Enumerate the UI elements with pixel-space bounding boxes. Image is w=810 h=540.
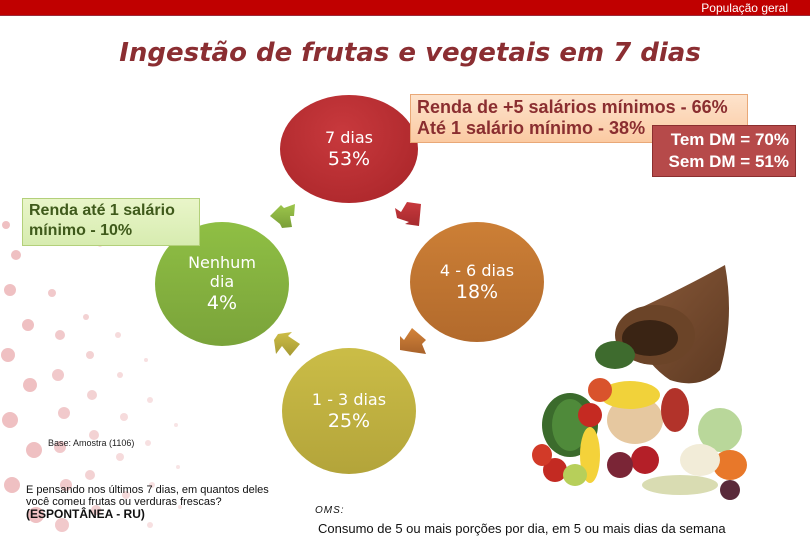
bubble-one-three-days: 1 - 3 dias 25% <box>282 348 416 474</box>
question-type: (ESPONTÂNEA - RU) <box>26 507 145 521</box>
cornucopia-image <box>532 265 747 500</box>
base-note: Base: Amostra (1106) <box>48 438 135 448</box>
oms-label: OMS: <box>315 505 345 516</box>
diabetes-callout: Tem DM = 70% Sem DM = 51% <box>652 125 796 177</box>
bubble-four-six-days: 4 - 6 dias 18% <box>410 222 544 342</box>
low-income-text-line1: Renda até 1 salário <box>29 202 175 219</box>
arrow-up-right-icon <box>270 204 295 228</box>
bubble-label: 1 - 3 dias <box>311 389 387 409</box>
top-bar: População geral <box>0 0 810 16</box>
page-title: Ingestão de frutas e vegetais em 7 dias <box>119 38 701 68</box>
income-low-text: Até 1 salário mínimo - 38% <box>417 118 646 138</box>
halftone-dots-decoration <box>1 202 182 532</box>
bubble-value: 18% <box>455 280 499 303</box>
income-callout: Renda de +5 salários mínimos - 66% Até 1… <box>410 94 748 143</box>
question-line2: você comeu frutas ou verduras frescas? <box>26 496 222 508</box>
bubble-value: 25% <box>327 409 371 432</box>
survey-question: E pensando nos últimos 7 dias, em quanto… <box>26 484 316 520</box>
oms-recommendation: Consumo de 5 ou mais porções por dia, em… <box>318 521 726 536</box>
bubble-label-line1: Nenhum <box>188 253 256 272</box>
arrow-down-left-icon <box>395 202 421 226</box>
bubble-label-line2: dia <box>209 272 235 291</box>
bubble-label: 7 dias <box>324 127 373 147</box>
arrow-up-left-icon <box>274 332 300 356</box>
question-line1: E pensando nos últimos 7 dias, em quanto… <box>26 484 269 496</box>
income-high-text: Renda de +5 salários mínimos - 66% <box>417 97 728 117</box>
bubble-value: 4% <box>206 292 238 314</box>
with-dm-text: Tem DM = 70% <box>670 130 789 149</box>
without-dm-text: Sem DM = 51% <box>668 152 789 171</box>
bubble-seven-days: 7 dias 53% <box>280 95 418 203</box>
low-income-callout: Renda até 1 salário mínimo - 10% <box>22 198 200 246</box>
bubble-label: 4 - 6 dias <box>439 260 515 280</box>
low-income-text-line2: mínimo - 10% <box>29 222 133 239</box>
section-label: População geral <box>701 1 788 15</box>
arrow-down-left-icon <box>400 328 426 354</box>
bubble-value: 53% <box>327 147 371 170</box>
